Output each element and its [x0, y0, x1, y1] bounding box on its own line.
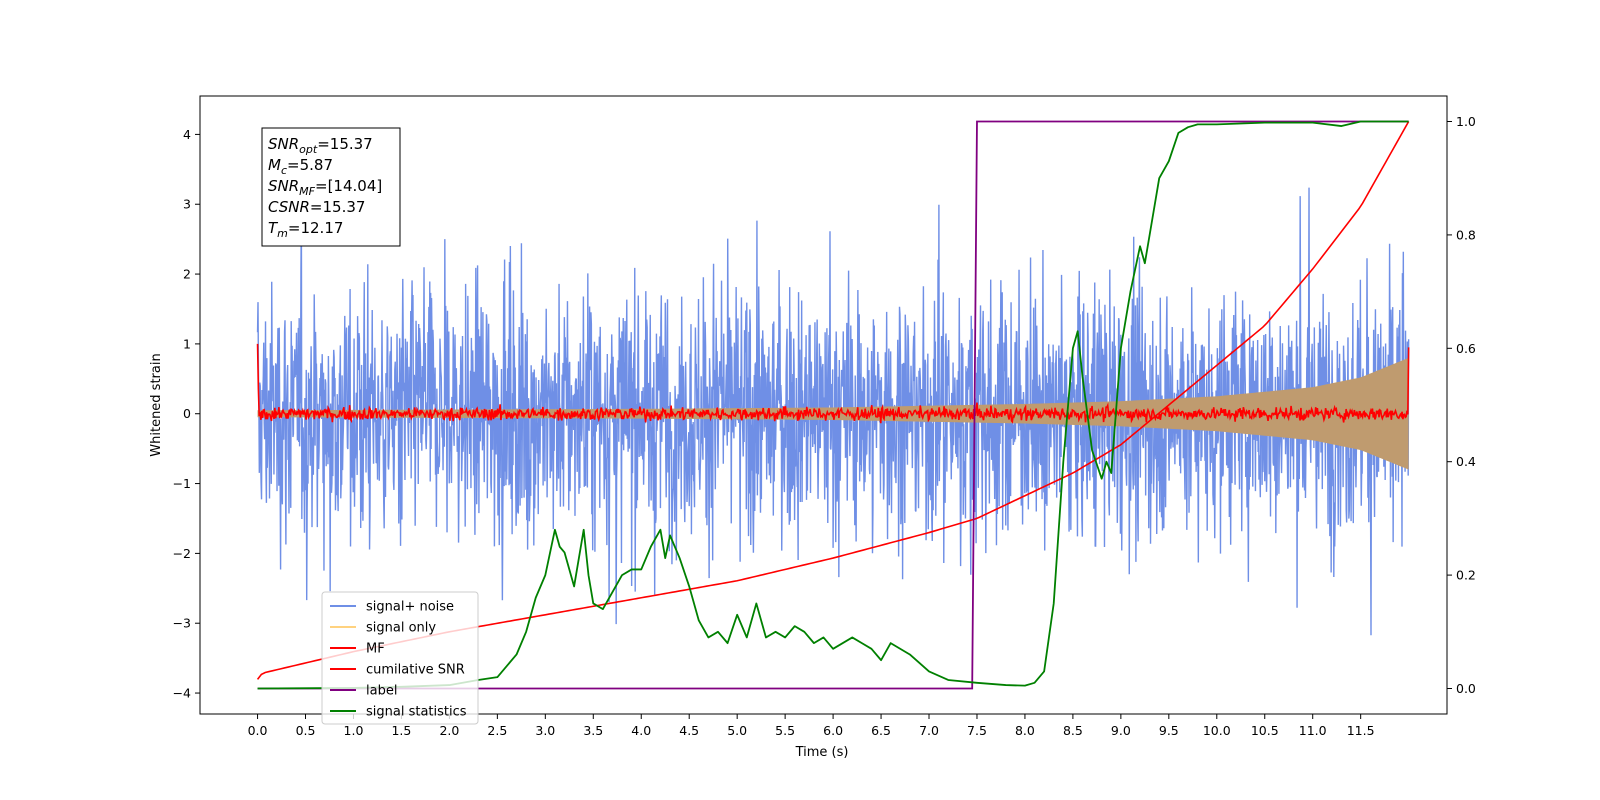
legend-label: signal+ noise [366, 600, 454, 615]
legend-label: label [366, 684, 397, 699]
x-tick-label: 11.0 [1299, 723, 1327, 738]
annotation-frame [261, 127, 401, 247]
annotation-line: Tm=12.17 [268, 219, 343, 240]
legend: signal+ noise signal only MF cumilative SNR… [321, 591, 479, 725]
legend-label: cumilative SNR [366, 663, 465, 678]
series-mf [256, 343, 1410, 424]
y-tick-label: 3 [183, 197, 191, 212]
y-tick-label: 1 [183, 336, 191, 351]
x-tick-label: 10.5 [1251, 723, 1279, 738]
x-tick-label: 4.0 [631, 723, 651, 738]
x-tick-label: 6.5 [871, 723, 891, 738]
annotation-line: CSNR=15.37 [268, 198, 365, 216]
x-tick-label: 5.5 [775, 723, 795, 738]
x-tick-label: 0.0 [248, 723, 268, 738]
series-signal-noise [256, 187, 1410, 636]
y2-tick-label: 0.8 [1456, 227, 1476, 242]
y-tick-label: 2 [183, 267, 191, 282]
y2-tick-label: 0.6 [1456, 341, 1476, 356]
x-tick-label: 1.0 [344, 723, 364, 738]
x-tick-label: 9.5 [1159, 723, 1179, 738]
x-tick-label: 0.5 [296, 723, 316, 738]
y-axis-label: Whitened strain [149, 353, 164, 456]
y-tick-label: 0 [183, 406, 191, 421]
x-tick-label: 8.0 [1015, 723, 1035, 738]
axes: 0.0 0.5 1.0 1.5 2.0 2.5 3.0 3.5 4.0 4.5 5.0 5.5 6.0 6… [173, 114, 1476, 738]
x-tick-label: 7.0 [919, 723, 939, 738]
legend-frame [321, 591, 479, 725]
legend-label: signal only [366, 621, 436, 636]
x-tick-label: 7.5 [967, 723, 987, 738]
x-tick-label: 1.5 [391, 723, 411, 738]
y2-tick-label: 1.0 [1456, 114, 1476, 129]
x-tick-label: 9.0 [1111, 723, 1131, 738]
x-tick-label: 4.5 [679, 723, 699, 738]
x-tick-label: 11.5 [1347, 723, 1375, 738]
series-label [257, 120, 1409, 690]
y2-tick-label: 0.0 [1456, 681, 1476, 696]
annotation-line: SNRopt=15.37 [268, 135, 373, 156]
legend-label: MF [366, 642, 385, 657]
y-tick-label: 4 [183, 127, 191, 142]
x-tick-label: 3.0 [535, 723, 555, 738]
x-axis-label: Time (s) [795, 745, 849, 760]
legend-label: signal statistics [366, 705, 467, 720]
annotation-line: SNRMF=[14.04] [268, 177, 382, 198]
x-tick-label: 2.0 [439, 723, 459, 738]
y-tick-label: −2 [173, 546, 191, 561]
annotation-line: Mc=5.87 [268, 156, 333, 177]
x-tick-label: 8.5 [1063, 723, 1083, 738]
y-tick-label: −4 [173, 686, 191, 701]
x-tick-label: 10.0 [1203, 723, 1231, 738]
series-signal-statistics [257, 120, 1409, 690]
y-tick-label: −1 [173, 476, 191, 491]
y2-tick-label: 0.2 [1456, 568, 1476, 583]
x-tick-label: 5.0 [727, 723, 747, 738]
plot-frame [199, 95, 1448, 715]
y-tick-label: −3 [173, 616, 191, 631]
x-tick-label: 2.5 [487, 723, 507, 738]
x-tick-label: 3.5 [583, 723, 603, 738]
x-tick-label: 6.0 [823, 723, 843, 738]
y2-tick-label: 0.4 [1456, 454, 1476, 469]
annotation-box: SNRopt=15.37Mc=5.87SNRMF=[14.04]CSNR=15.… [261, 127, 401, 247]
